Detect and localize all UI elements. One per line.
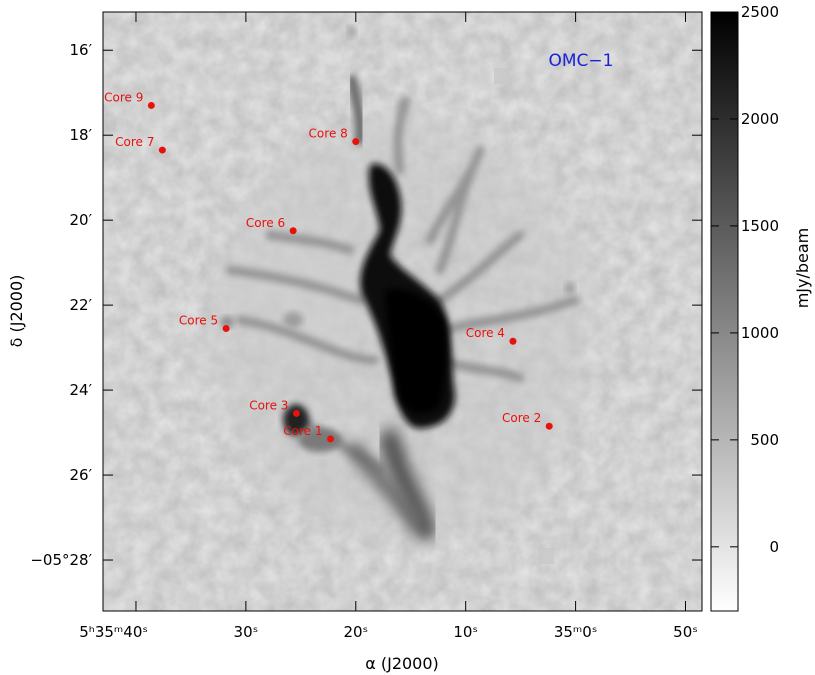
y-tick-label: 16′	[70, 41, 93, 59]
core-marker	[289, 227, 297, 235]
colorbar-tick-label: 2500	[741, 3, 779, 21]
y-tick-label: 24′	[70, 381, 93, 399]
colorbar-tick-label: 0	[769, 538, 779, 556]
colorbar-scale	[710, 11, 739, 612]
core-label: Core 2	[502, 411, 541, 425]
colorbar-title: mJy/beam	[793, 228, 812, 309]
core-marker	[158, 146, 166, 154]
x-tick-label: 30ˢ	[234, 623, 259, 641]
core-label: Core 1	[283, 424, 322, 438]
core-label: Core 8	[309, 127, 348, 141]
core-marker	[545, 422, 553, 430]
core-marker	[352, 138, 360, 146]
core-marker	[222, 324, 230, 332]
y-tick-label: 20′	[70, 211, 93, 229]
colorbar: 0 500 1000 1500 2000 2500 mJy/beam	[710, 3, 812, 612]
x-tick-label: 50ˢ	[673, 623, 698, 641]
core-label: Core 3	[249, 398, 288, 412]
core-marker	[327, 435, 335, 443]
y-tick-label: 18′	[70, 126, 93, 144]
colorbar-tick-label: 1500	[741, 217, 779, 235]
x-tick-label: 35ᵐ0ˢ	[554, 623, 598, 641]
x-axis-title: α (J2000)	[365, 654, 439, 673]
x-tick-label: 5ʰ35ᵐ40ˢ	[79, 623, 148, 641]
colorbar-tick-label: 1000	[741, 324, 779, 342]
y-axis-ticks: 16′ 18′ 20′ 22′ 24′ 26′ −05°28′	[30, 41, 702, 569]
field-label: OMC−1	[549, 51, 614, 71]
core-label: Core 9	[104, 90, 143, 104]
core-label: Core 6	[246, 216, 285, 230]
x-axis-ticks: 5ʰ35ᵐ40ˢ 30ˢ 20ˢ 10ˢ 35ᵐ0ˢ 50ˢ	[79, 12, 698, 641]
x-tick-label: 20ˢ	[343, 623, 368, 641]
colorbar-ticks: 0 500 1000 1500 2000 2500	[711, 3, 779, 556]
core-label: Core 4	[466, 326, 505, 340]
core-label: Core 7	[115, 135, 154, 149]
intensity-map	[103, 12, 702, 611]
core-label: Core 5	[179, 313, 218, 327]
core-marker	[147, 101, 155, 109]
y-axis-title: δ (J2000)	[7, 275, 26, 348]
plot-frame	[102, 11, 703, 612]
core-marker	[292, 409, 300, 417]
y-tick-label: −05°28′	[30, 551, 92, 569]
core-marker	[509, 337, 517, 345]
core-markers: Core 9 Core 7 Core 8 Core 6 Core 5 Core 4 Core…	[104, 90, 553, 443]
colorbar-tick-label: 500	[750, 431, 779, 449]
y-tick-label: 26′	[70, 466, 93, 484]
y-tick-label: 22′	[70, 296, 93, 314]
colorbar-tick-label: 2000	[741, 110, 779, 128]
x-tick-label: 10ˢ	[453, 623, 478, 641]
